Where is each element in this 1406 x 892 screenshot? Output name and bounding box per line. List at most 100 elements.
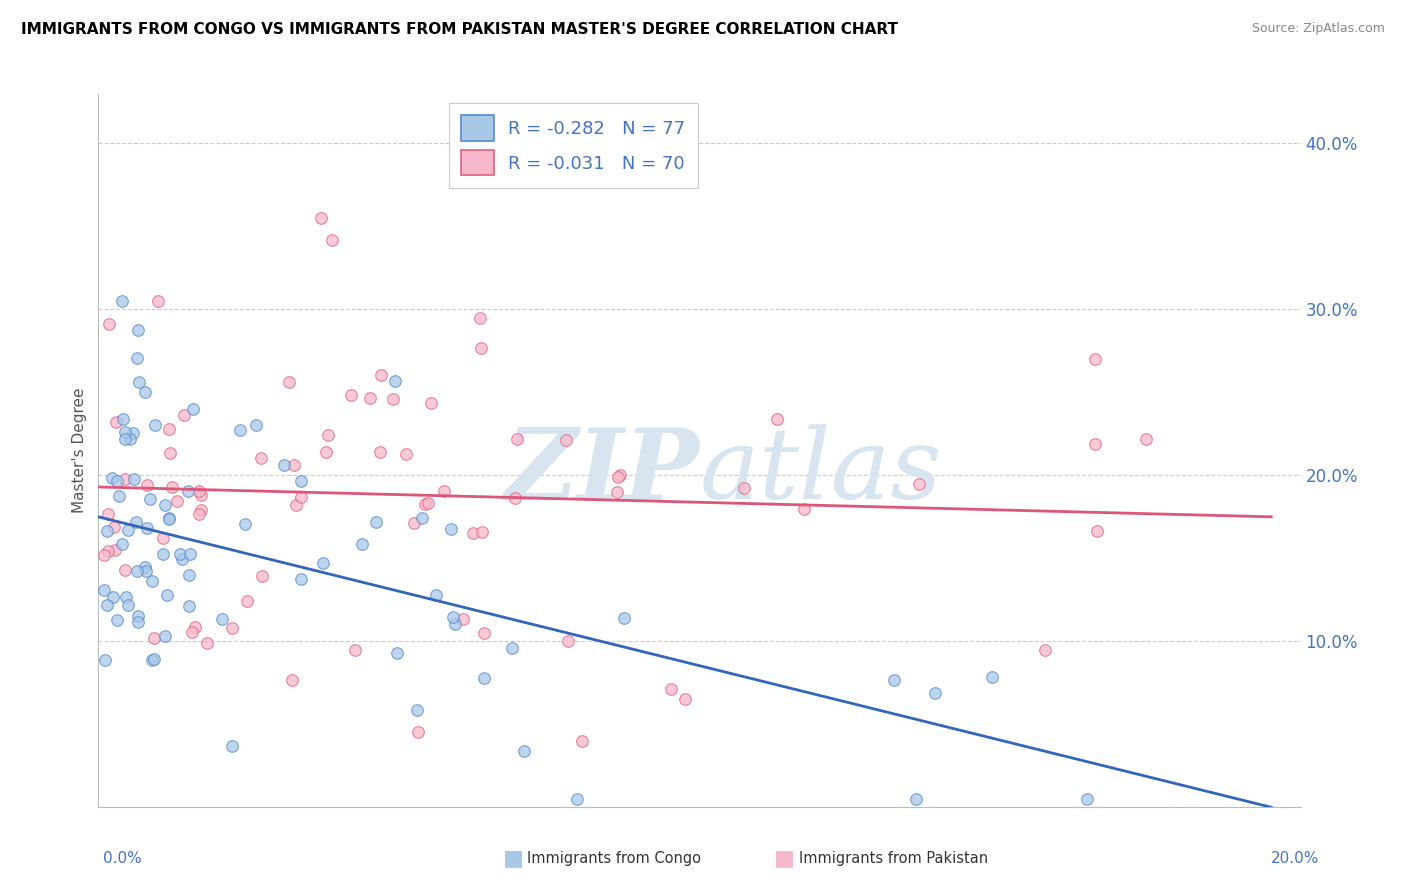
Point	[406, 703, 429, 717]
Point	[159, 446, 181, 460]
Point	[411, 511, 433, 525]
Point	[125, 515, 148, 529]
Point	[96, 524, 118, 539]
Point	[153, 498, 176, 512]
Point	[101, 590, 124, 604]
Point	[143, 632, 166, 646]
Point	[190, 503, 212, 517]
Point	[250, 451, 273, 466]
Point	[340, 388, 363, 402]
Point	[103, 520, 125, 534]
Point	[141, 653, 163, 667]
Point	[565, 792, 588, 806]
Point	[195, 636, 218, 650]
Point	[173, 408, 195, 422]
Point	[470, 342, 492, 356]
Point	[190, 488, 212, 502]
Legend: R = -0.282   N = 77, R = -0.031   N = 70: R = -0.282 N = 77, R = -0.031 N = 70	[449, 103, 697, 188]
Point	[503, 491, 526, 505]
Point	[1084, 352, 1107, 367]
Point	[501, 640, 523, 655]
Point	[93, 548, 115, 562]
Point	[134, 384, 156, 399]
Text: ZIP: ZIP	[505, 424, 699, 520]
Point	[366, 515, 388, 529]
Point	[384, 374, 406, 388]
Point	[444, 616, 467, 631]
Point	[420, 396, 443, 410]
Point	[451, 612, 474, 626]
Point	[127, 564, 149, 578]
Point	[148, 293, 170, 308]
Point	[402, 516, 425, 530]
Point	[512, 744, 534, 758]
Point	[172, 552, 194, 566]
Point	[285, 498, 308, 512]
Text: IMMIGRANTS FROM CONGO VS IMMIGRANTS FROM PAKISTAN MASTER'S DEGREE CORRELATION CH: IMMIGRANTS FROM CONGO VS IMMIGRANTS FROM…	[21, 22, 898, 37]
Point	[229, 423, 252, 437]
Point	[1076, 792, 1098, 806]
Point	[166, 494, 188, 508]
Point	[211, 612, 233, 626]
Point	[278, 376, 301, 390]
Point	[114, 425, 136, 439]
Point	[309, 211, 332, 226]
Point	[122, 426, 145, 441]
Point	[659, 681, 682, 696]
Point	[557, 634, 579, 648]
Point	[122, 472, 145, 486]
Point	[440, 522, 463, 536]
Point	[111, 294, 134, 309]
Point	[111, 411, 134, 425]
Point	[105, 475, 128, 489]
Point	[733, 481, 755, 495]
Point	[143, 417, 166, 432]
Point	[117, 598, 139, 612]
Point	[177, 484, 200, 499]
Point	[152, 548, 174, 562]
Point	[101, 471, 124, 485]
Point	[157, 422, 180, 436]
Point	[555, 434, 578, 448]
Point	[905, 792, 928, 806]
Point	[385, 646, 408, 660]
Point	[181, 401, 204, 416]
Point	[673, 692, 696, 706]
Y-axis label: Master's Degree: Master's Degree	[72, 388, 87, 513]
Point	[359, 391, 381, 405]
Point	[1085, 524, 1108, 538]
Point	[924, 686, 946, 700]
Point	[506, 432, 529, 446]
Point	[114, 432, 136, 446]
Point	[273, 458, 295, 473]
Point	[136, 521, 159, 535]
Point	[1135, 432, 1157, 446]
Point	[290, 490, 312, 504]
Text: atlas: atlas	[699, 425, 942, 519]
Text: 20.0%: 20.0%	[1271, 851, 1319, 865]
Point	[283, 458, 305, 472]
Point	[343, 643, 366, 657]
Point	[139, 491, 162, 506]
Point	[188, 508, 211, 522]
Point	[96, 598, 118, 612]
Point	[606, 484, 628, 499]
Point	[135, 478, 157, 492]
Point	[157, 511, 180, 525]
Point	[221, 739, 243, 753]
Point	[103, 543, 125, 558]
Point	[107, 489, 129, 503]
Point	[94, 653, 117, 667]
Point	[162, 480, 184, 494]
Point	[980, 670, 1002, 684]
Point	[179, 547, 201, 561]
Point	[127, 608, 149, 623]
Point	[104, 415, 127, 429]
Point	[134, 559, 156, 574]
Point	[141, 574, 163, 588]
Point	[236, 594, 259, 608]
Point	[571, 734, 593, 748]
Point	[117, 523, 139, 537]
Point	[105, 613, 128, 627]
Point	[468, 310, 491, 325]
